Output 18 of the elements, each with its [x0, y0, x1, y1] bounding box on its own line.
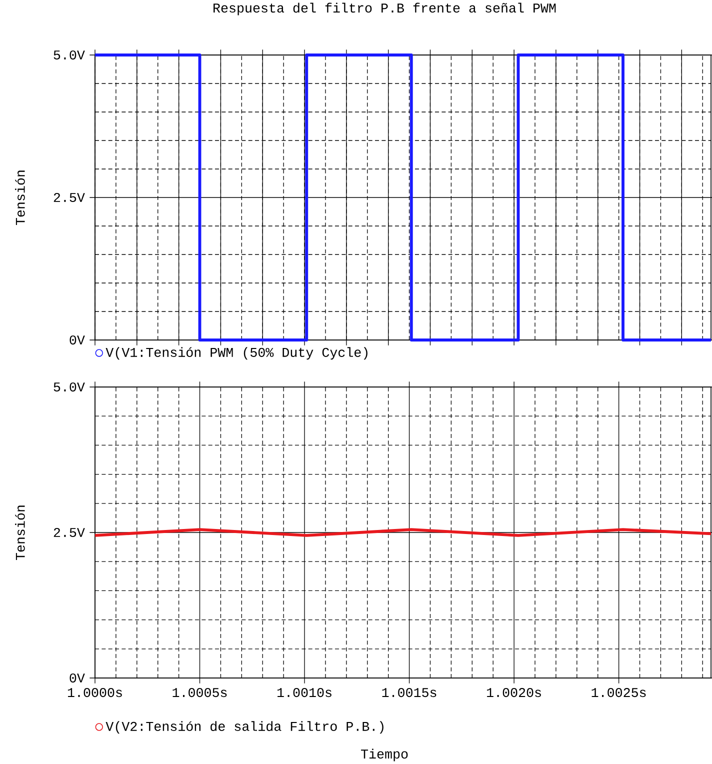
x-tick-label: 1.0005s: [172, 688, 227, 698]
x-tick-label: 1.0015s: [382, 688, 436, 698]
x-tick-label: 1.0020s: [487, 688, 541, 698]
x-tick-label: 1.0000s: [68, 688, 122, 698]
y-tick-label: 0V: [70, 335, 85, 345]
chart-title: Respuesta del filtro P.B frente a señal PWM: [214, 2, 556, 16]
x-axis-title: Tiempo: [361, 748, 408, 762]
y-axis-title: Tensión: [15, 170, 25, 225]
y-tick-label: 2.5V: [54, 192, 85, 202]
y-tick-label: 5.0V: [54, 50, 85, 60]
x-tick-label: 1.0010s: [277, 688, 332, 698]
y-tick-label: 5.0V: [54, 382, 85, 392]
y-axis-title: Tensión: [15, 506, 25, 560]
y-tick-label: 0V: [70, 673, 85, 683]
legend-label: V(V1:Tensión PWM (50% Duty Cycle): [106, 347, 368, 360]
y-tick-label: 2.5V: [54, 528, 85, 538]
x-tick-label: 1.0025s: [592, 688, 646, 698]
legend-label: V(V2:Tensión de salida Filtro P.B.): [106, 721, 384, 734]
